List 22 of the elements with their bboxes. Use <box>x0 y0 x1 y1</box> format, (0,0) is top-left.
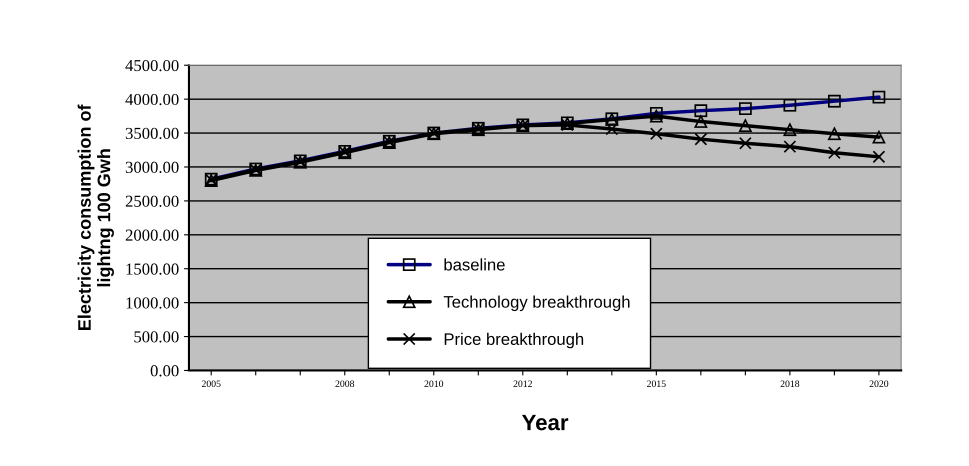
x-tick-label: 2020 <box>870 380 888 388</box>
x-tick-label: 2015 <box>647 380 666 388</box>
legend-label: Price breakthrough <box>444 332 584 348</box>
y-axis-title: Electricity consumption of lightng 100 Gwh <box>78 104 114 330</box>
x-tick-label: 2010 <box>424 380 444 388</box>
y-tick-label: 3000.00 <box>126 162 179 174</box>
y-tick-label: 500.00 <box>134 331 179 343</box>
y-tick-label: 4000.00 <box>125 94 179 106</box>
y-tick-label: 4500.00 <box>125 60 179 72</box>
legend-label: baseline <box>444 258 505 271</box>
y-tick-label: 1500.00 <box>126 263 179 275</box>
y-tick-label: 1000.00 <box>126 297 179 309</box>
x-tick-label: 2018 <box>780 380 800 388</box>
y-tick-label: 2500.00 <box>126 196 179 207</box>
y-tick-label: 3500.00 <box>126 128 179 140</box>
x-tick-label: 2008 <box>335 380 354 388</box>
legend-label: Technology breakthrough <box>444 296 630 312</box>
y-tick-label: 2000.00 <box>126 230 179 241</box>
y-tick-label: 0.00 <box>150 365 179 376</box>
x-tick-label: 2005 <box>202 380 221 388</box>
x-tick-label: 2012 <box>514 380 532 388</box>
x-axis-title: Year <box>522 414 568 430</box>
